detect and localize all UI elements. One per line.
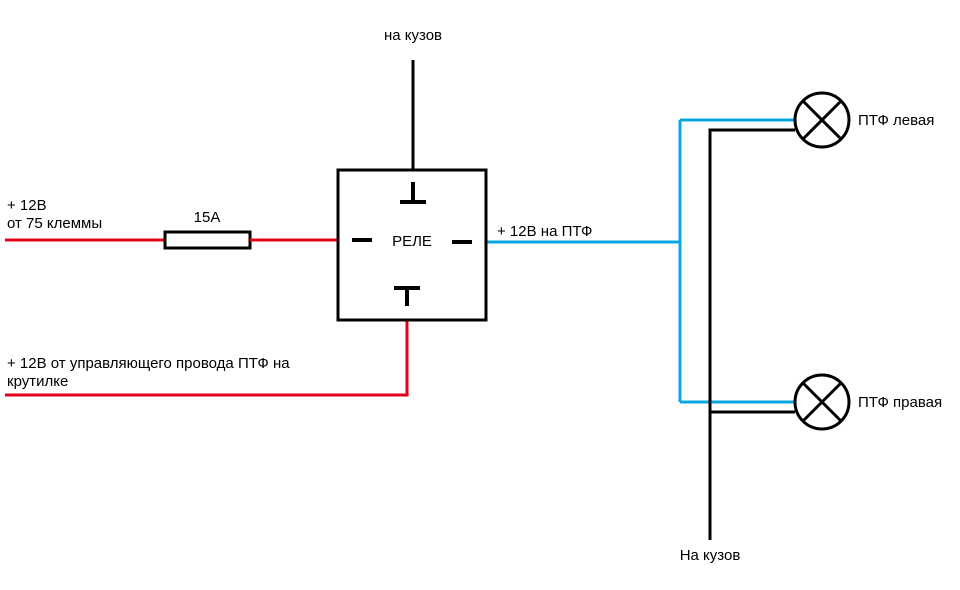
label-body-top: на кузов — [384, 27, 442, 44]
label-12v-l1: + 12В — [7, 197, 47, 214]
wire-lamp-left-ground — [710, 130, 795, 540]
label-lamp-right: ПТФ правая — [858, 394, 942, 411]
label-relay: РЕЛЕ — [392, 233, 432, 250]
label-relay-out: + 12В на ПТФ — [497, 223, 592, 240]
label-12v-l2: от 75 клеммы — [7, 215, 102, 232]
label-body-bottom: На кузов — [680, 547, 741, 564]
label-lamp-left: ПТФ левая — [858, 112, 934, 129]
lamp-left-icon — [795, 93, 849, 147]
label-fuse: 15A — [194, 209, 221, 226]
fuse-component — [165, 232, 250, 248]
label-ctrl-l2: крутилке — [7, 373, 68, 390]
label-ctrl-l1: + 12В от управляющего провода ПТФ на — [7, 355, 290, 372]
lamp-right-icon — [795, 375, 849, 429]
wiring-diagram: на кузов На кузов + 12В от 75 клеммы 15A… — [0, 0, 960, 590]
